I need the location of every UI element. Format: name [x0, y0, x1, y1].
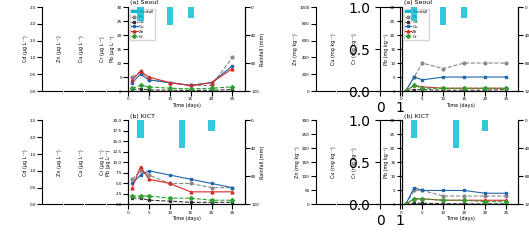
Text: (b) KICT: (b) KICT: [404, 114, 429, 119]
Bar: [453, 121, 459, 149]
Y-axis label: Pb (μg L⁻¹): Pb (μg L⁻¹): [106, 149, 111, 176]
Bar: [411, 121, 417, 138]
Bar: [208, 121, 215, 131]
Bar: [440, 7, 446, 24]
Y-axis label: Cu (mg kg⁻¹): Cu (mg kg⁻¹): [331, 147, 336, 178]
Legend: Rainfall, Pb, Cd, Cu, Zn, Cr: Rainfall, Pb, Cd, Cu, Zn, Cr: [404, 9, 429, 40]
Y-axis label: Rainfall (mm): Rainfall (mm): [260, 146, 266, 179]
Y-axis label: Cd (μg L⁻¹): Cd (μg L⁻¹): [23, 36, 28, 63]
Bar: [179, 121, 186, 149]
Legend: Rainfall, Pb, Cd, Cu, Zn, Cr: Rainfall, Pb, Cd, Cu, Zn, Cr: [130, 9, 156, 40]
Y-axis label: Cu (μg L⁻¹): Cu (μg L⁻¹): [79, 149, 84, 176]
Y-axis label: Cr (mg kg⁻¹): Cr (mg kg⁻¹): [352, 147, 357, 178]
Y-axis label: Pb (mg kg⁻¹): Pb (mg kg⁻¹): [384, 147, 389, 178]
Y-axis label: Zn (μg L⁻¹): Zn (μg L⁻¹): [57, 36, 62, 63]
Bar: [461, 7, 467, 18]
Y-axis label: Cu (mg kg⁻¹): Cu (mg kg⁻¹): [331, 33, 336, 65]
Y-axis label: Cr (μg L⁻¹): Cr (μg L⁻¹): [100, 149, 105, 175]
X-axis label: Time (days): Time (days): [172, 103, 201, 108]
Y-axis label: Cu (μg L⁻¹): Cu (μg L⁻¹): [79, 36, 84, 63]
X-axis label: Time (days): Time (days): [445, 103, 475, 108]
Y-axis label: Pb (mg kg⁻¹): Pb (mg kg⁻¹): [384, 33, 389, 65]
Bar: [411, 7, 417, 21]
X-axis label: Time (days): Time (days): [445, 216, 475, 221]
Text: (a) Seoul: (a) Seoul: [130, 0, 158, 5]
Y-axis label: Rainfall (mm): Rainfall (mm): [260, 32, 266, 66]
Y-axis label: Pb (μg L⁻¹): Pb (μg L⁻¹): [110, 36, 115, 62]
Y-axis label: Zn (mg kg⁻¹): Zn (mg kg⁻¹): [293, 33, 298, 65]
X-axis label: Time (days): Time (days): [172, 216, 201, 221]
Y-axis label: Cd (μg L⁻¹): Cd (μg L⁻¹): [23, 149, 28, 176]
Bar: [482, 121, 488, 131]
Y-axis label: Cr (mg kg⁻¹): Cr (mg kg⁻¹): [352, 34, 357, 64]
Y-axis label: Zn (mg kg⁻¹): Zn (mg kg⁻¹): [295, 147, 300, 178]
Bar: [187, 7, 194, 18]
Bar: [167, 7, 173, 24]
Text: (b) KICT: (b) KICT: [130, 114, 156, 119]
Text: (a) Seoul: (a) Seoul: [404, 0, 432, 5]
Bar: [138, 7, 144, 21]
Y-axis label: Zn (μg L⁻¹): Zn (μg L⁻¹): [57, 149, 62, 176]
Y-axis label: Cr (μg L⁻¹): Cr (μg L⁻¹): [100, 36, 105, 62]
Bar: [138, 121, 144, 138]
